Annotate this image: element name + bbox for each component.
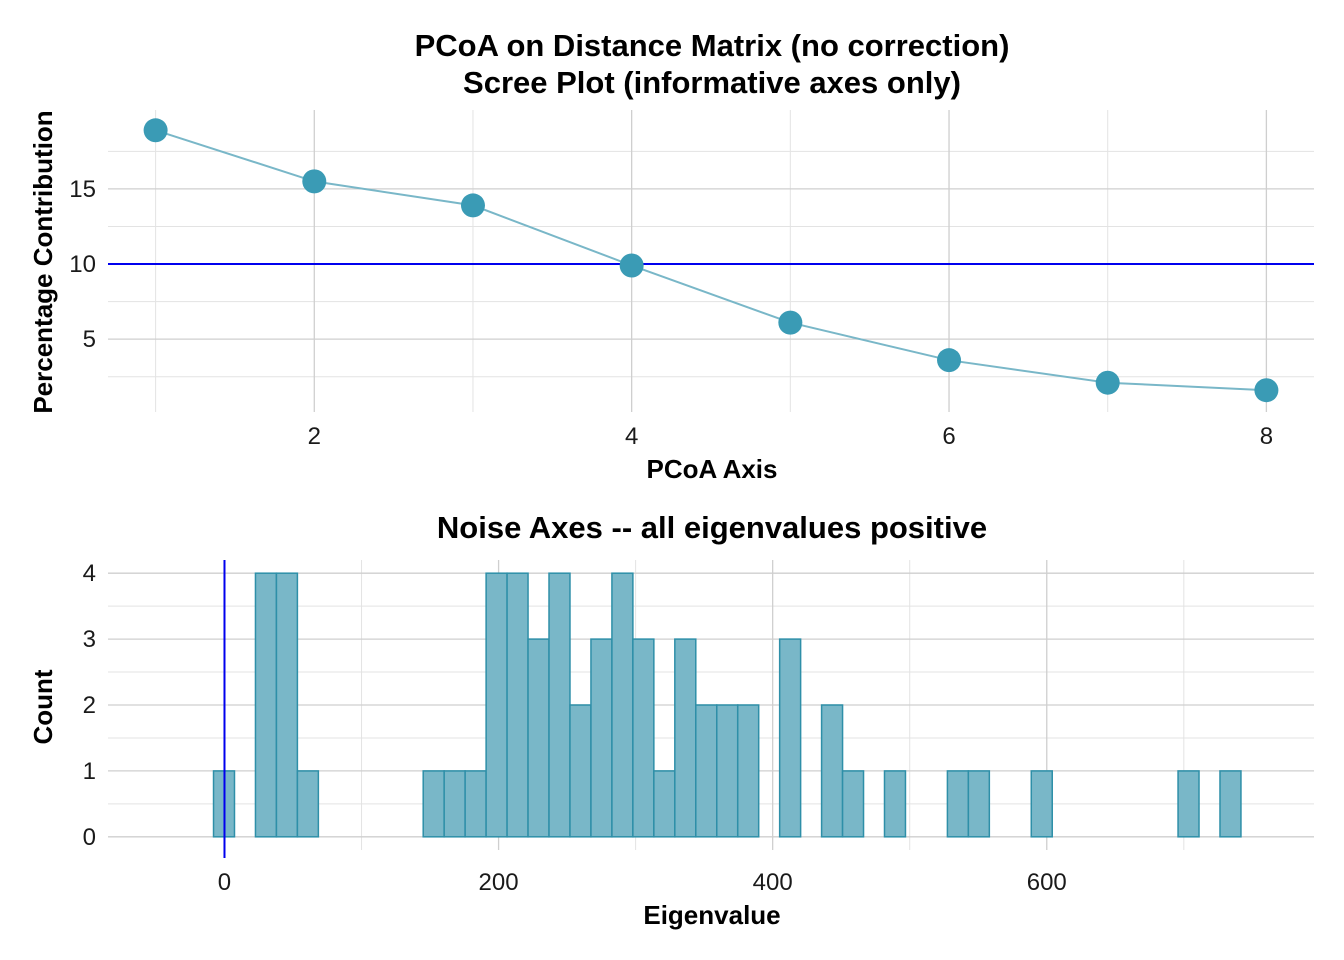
histogram-bar: [590, 638, 613, 838]
scree-point: [143, 118, 168, 143]
scree-y-tick-label: 15: [69, 176, 96, 203]
histogram-bar: [527, 638, 550, 838]
histogram-bar: [548, 572, 571, 838]
histogram-y-tick-label: 3: [83, 626, 96, 653]
scree-x-tick-label: 6: [942, 423, 955, 450]
scree-point: [1254, 378, 1279, 403]
histogram-bar: [946, 770, 970, 838]
scree-y-tick-label: 10: [69, 251, 96, 278]
histogram-bar: [254, 572, 278, 838]
scree-x-axis-label: PCoA Axis: [647, 454, 778, 484]
histogram-bar: [820, 704, 844, 838]
scree-y-axis-label: Percentage Contribution: [28, 110, 58, 413]
scree-x-tick-label: 2: [308, 423, 321, 450]
scree-point: [619, 253, 644, 278]
histogram-bar: [632, 638, 655, 838]
histogram-bar: [841, 770, 865, 838]
histogram-x-tick-label: 0: [218, 869, 231, 896]
histogram-y-tick-label: 2: [83, 692, 96, 719]
scree-x-tick-label: 8: [1260, 423, 1273, 450]
scree-y-tick-label: 5: [83, 326, 96, 353]
histogram-bar: [275, 572, 299, 838]
scree-series: [143, 118, 1279, 403]
scree-point: [778, 310, 803, 335]
histogram-y-tick-labels: 0 1 2 3 4: [83, 560, 96, 851]
histogram-title: Noise Axes -- all eigenvalues positive: [437, 510, 987, 545]
histogram-x-tick-label: 400: [753, 869, 793, 896]
scree-plot: PCoA on Distance Matrix (no correction) …: [28, 28, 1314, 484]
scree-x-tick-label: 4: [625, 423, 638, 450]
histogram-bar: [569, 704, 592, 838]
histogram-bar: [1030, 770, 1053, 838]
histogram-x-tick-label: 600: [1027, 869, 1067, 896]
histogram-bar: [716, 704, 739, 838]
scree-series-line: [155, 129, 1267, 392]
histogram-x-tick-labels: 0 200 400 600: [218, 869, 1067, 896]
histogram-x-axis-label: Eigenvalue: [643, 900, 780, 930]
scree-plot-title: PCoA on Distance Matrix (no correction): [415, 28, 1010, 63]
scree-plot-subtitle: Scree Plot (informative axes only): [463, 65, 961, 100]
scree-point: [460, 193, 485, 218]
histogram-bars: [212, 572, 1242, 838]
scree-x-tick-labels: 2 4 6 8: [308, 423, 1273, 450]
scree-point: [1095, 370, 1120, 395]
histogram-bar: [674, 638, 697, 838]
histogram-bar: [422, 770, 445, 838]
histogram-y-tick-label: 1: [83, 758, 96, 785]
histogram-bar: [653, 770, 676, 838]
histogram-bar: [296, 770, 320, 838]
histogram-x-tick-label: 200: [479, 869, 519, 896]
histogram-y-tick-label: 4: [83, 560, 96, 587]
histogram-bar: [736, 704, 760, 838]
histogram-bar: [883, 770, 907, 838]
histogram-bar: [443, 770, 466, 838]
histogram-bar: [506, 572, 529, 838]
histogram-bar: [485, 572, 508, 838]
histogram-bar: [464, 770, 487, 838]
scree-point: [302, 169, 327, 194]
scree-point: [937, 348, 962, 373]
histogram-bar: [1219, 770, 1242, 838]
histogram-y-tick-label: 0: [83, 824, 96, 851]
histogram-bar: [967, 770, 991, 838]
histogram-bar: [611, 572, 634, 838]
histogram-bar: [778, 638, 802, 838]
histogram-y-axis-label: Count: [28, 669, 58, 744]
histogram-bar: [695, 704, 718, 838]
histogram-bar: [1177, 770, 1200, 838]
noise-histogram: Noise Axes -- all eigenvalues positive 0…: [28, 510, 1314, 930]
scree-y-tick-labels: 5 10 15: [69, 176, 96, 353]
